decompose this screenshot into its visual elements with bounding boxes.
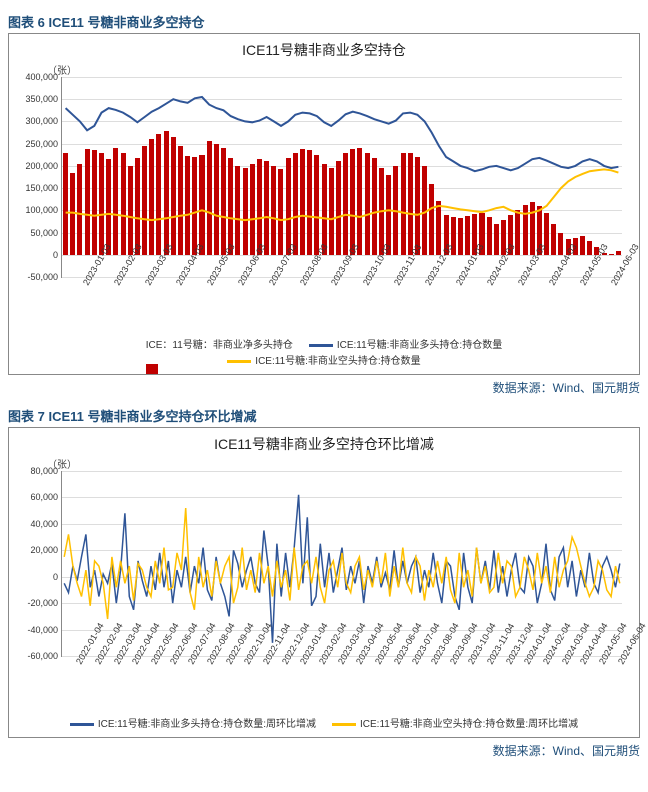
line_navy: [66, 97, 619, 171]
chart7-box: ICE11号糖非商业多空持仓环比增减 （张） -60,000 -40,000 -20…: [8, 427, 640, 738]
chart7-header: 图表 7 ICE11 号糖非商业多空持仓环比增减: [8, 406, 640, 425]
legend-swatch: [70, 723, 94, 726]
ytick-label: 150,000: [14, 183, 58, 193]
legend-label: ICE:11号糖:非商业多头持仓:持仓数量: [337, 340, 502, 351]
legend-label: ICE：11号糖：非商业净多头持仓: [146, 340, 293, 351]
chart6-unit: （张）: [47, 62, 631, 77]
chart7-unit: （张）: [47, 456, 631, 471]
chart7-legend: ICE:11号糖:非商业多头持仓:持仓数量:周环比增减 ICE:11号糖:非商业空…: [17, 713, 631, 735]
ytick-label: 40,000: [14, 519, 58, 529]
ytick-label: 50,000: [14, 228, 58, 238]
line_yellow: [66, 169, 619, 220]
ytick-label: -20,000: [14, 598, 58, 608]
ytick-label: 60,000: [14, 492, 58, 502]
ytick-label: 300,000: [14, 116, 58, 126]
legend-item: ICE:11号糖:非商业空头持仓:持仓数量: [227, 354, 420, 370]
ytick-label: -50,000: [14, 272, 58, 282]
legend-item: ICE:11号糖:非商业多头持仓:持仓数量:周环比增减: [70, 717, 316, 733]
ytick-label: -40,000: [14, 625, 58, 635]
legend-swatch: [332, 723, 356, 726]
chart6-legend: ICE：11号糖：非商业净多头持仓 ICE:11号糖:非商业多头持仓:持仓数量 IC…: [17, 334, 631, 372]
chart7-source: 数据来源：Wind、国元期货: [8, 742, 640, 759]
chart6-title: ICE11号糖非商业多空持仓: [17, 40, 631, 60]
legend-item: ICE:11号糖:非商业多头持仓:持仓数量: [309, 338, 502, 354]
chart7-title: ICE11号糖非商业多空持仓环比增减: [17, 434, 631, 454]
chart6-header: 图表 6 ICE11 号糖非商业多空持仓: [8, 12, 640, 31]
legend-label: ICE:11号糖:非商业空头持仓:持仓数量: [255, 356, 420, 367]
chart6-source: 数据来源：Wind、国元期货: [8, 379, 640, 396]
legend-swatch: [146, 364, 158, 374]
legend-item: ICE：11号糖：非商业净多头持仓: [146, 338, 293, 354]
legend-swatch: [309, 344, 333, 347]
ytick-label: -60,000: [14, 651, 58, 661]
ytick-label: 350,000: [14, 94, 58, 104]
ytick-label: 100,000: [14, 205, 58, 215]
chart7-xlabels: 2022-01-042022-02-042022-03-042022-04-04…: [61, 657, 621, 713]
ytick-label: 250,000: [14, 139, 58, 149]
ytick-label: 0: [14, 250, 58, 260]
ytick-label: 400,000: [14, 72, 58, 82]
chart6-xlabels: 2023-01-032023-02-032023-03-032023-04-03…: [61, 278, 621, 334]
ytick-label: 200,000: [14, 161, 58, 171]
legend-label: ICE:11号糖:非商业空头持仓:持仓数量:周环比增减: [360, 719, 578, 730]
legend-item: ICE:11号糖:非商业空头持仓:持仓数量:周环比增减: [332, 717, 578, 733]
legend-swatch: [227, 360, 251, 363]
ytick-label: 20,000: [14, 545, 58, 555]
line_navy: [64, 495, 620, 643]
chart6-box: ICE11号糖非商业多空持仓 （张） -50,000 0 50,000 100,000…: [8, 33, 640, 375]
ytick-label: 0: [14, 572, 58, 582]
ytick-label: 80,000: [14, 466, 58, 476]
legend-label: ICE:11号糖:非商业多头持仓:持仓数量:周环比增减: [98, 719, 316, 730]
